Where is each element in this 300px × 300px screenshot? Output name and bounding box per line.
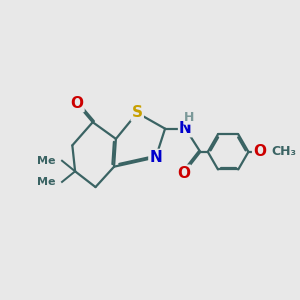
Text: O: O (253, 144, 266, 159)
Text: N: N (179, 121, 192, 136)
Text: N: N (149, 150, 162, 165)
Text: H: H (184, 111, 194, 124)
Text: Me: Me (37, 156, 55, 166)
Text: Me: Me (37, 177, 55, 187)
Text: CH₃: CH₃ (271, 146, 296, 158)
Text: O: O (177, 166, 190, 181)
Text: S: S (132, 105, 143, 120)
Text: O: O (70, 96, 83, 111)
